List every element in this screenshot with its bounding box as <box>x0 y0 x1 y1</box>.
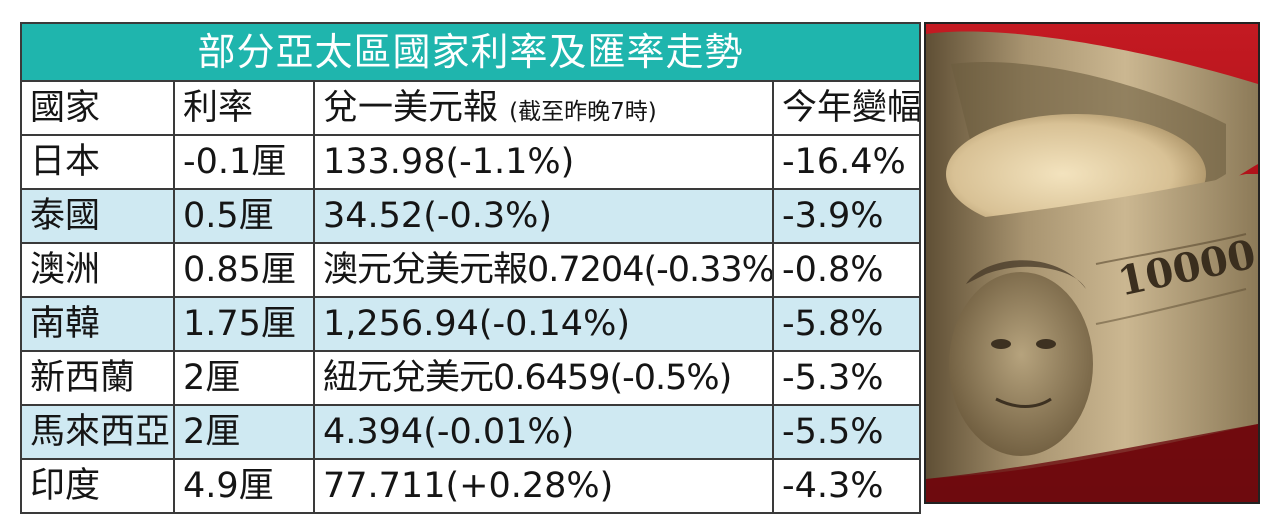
banknote-guilloche <box>1095 288 1247 325</box>
cell-country: 新西蘭 <box>20 350 175 406</box>
cell-country: 日本 <box>20 134 175 190</box>
cell-fx: 34.52(-0.3%) <box>313 188 774 244</box>
header-fx-label: 兌一美元報 <box>323 87 499 128</box>
table-header-row: 國家 利率 兌一美元報 (截至昨晚7時) 今年變幅 <box>20 80 922 136</box>
table-title-row: 部分亞太區國家利率及匯率走勢 <box>19 22 922 82</box>
table-row: 泰國 0.5厘 34.52(-0.3%) -3.9% <box>20 188 922 244</box>
cell-ytd: -5.8% <box>771 296 922 352</box>
cell-rate: 1.75厘 <box>173 296 315 352</box>
table-title: 部分亞太區國家利率及匯率走勢 <box>19 22 922 82</box>
cell-ytd: -5.5% <box>771 404 922 460</box>
cell-ytd: -0.8% <box>771 242 922 298</box>
cell-ytd: -5.3% <box>771 350 922 406</box>
cell-fx: 澳元兌美元報0.7204(-0.33%) <box>313 242 774 298</box>
cell-rate: -0.1厘 <box>173 134 315 190</box>
cell-ytd: -3.9% <box>771 188 922 244</box>
cell-country: 馬來西亞 <box>20 404 175 460</box>
portrait-hair <box>966 260 1086 289</box>
table-row: 南韓 1.75厘 1,256.94(-0.14%) -5.8% <box>20 296 922 352</box>
table-row: 新西蘭 2厘 紐元兌美元0.6459(-0.5%) -5.3% <box>20 350 922 406</box>
portrait-face <box>949 272 1093 456</box>
table-row: 澳洲 0.85厘 澳元兌美元報0.7204(-0.33%) -0.8% <box>20 242 922 298</box>
cell-fx: 77.711(+0.28%) <box>313 458 774 514</box>
table-row: 印度 4.9厘 77.711(+0.28%) -4.3% <box>20 458 922 514</box>
cell-country: 印度 <box>20 458 175 514</box>
cell-country: 泰國 <box>20 188 175 244</box>
yen-banknote-photo: 10000 <box>924 22 1260 504</box>
cell-rate: 2厘 <box>173 350 315 406</box>
bowl-rim-shadow <box>926 424 1258 502</box>
rates-table: 部分亞太區國家利率及匯率走勢 國家 利率 兌一美元報 (截至昨晚7時) 今年變幅… <box>19 22 922 514</box>
header-ytd: 今年變幅 <box>771 80 922 136</box>
header-fx: 兌一美元報 (截至昨晚7時) <box>313 80 774 136</box>
cell-fx: 133.98(-1.1%) <box>313 134 774 190</box>
cell-country: 南韓 <box>20 296 175 352</box>
portrait-eye-right <box>1036 339 1056 349</box>
portrait-eye-left <box>991 339 1011 349</box>
cell-ytd: -4.3% <box>771 458 922 514</box>
portrait-mouth <box>995 397 1052 408</box>
table-row: 日本 -0.1厘 133.98(-1.1%) -16.4% <box>20 134 922 190</box>
cell-ytd: -16.4% <box>771 134 922 190</box>
cell-rate: 2厘 <box>173 404 315 460</box>
cell-fx: 紐元兌美元0.6459(-0.5%) <box>313 350 774 406</box>
table-row: 馬來西亞 2厘 4.394(-0.01%) -5.5% <box>20 404 922 460</box>
cell-rate: 0.85厘 <box>173 242 315 298</box>
header-country: 國家 <box>20 80 175 136</box>
cell-rate: 4.9厘 <box>173 458 315 514</box>
banknote-illustration: 10000 <box>926 24 1258 502</box>
header-rate: 利率 <box>173 80 315 136</box>
cell-fx: 1,256.94(-0.14%) <box>313 296 774 352</box>
cell-rate: 0.5厘 <box>173 188 315 244</box>
banknote-guilloche <box>1095 233 1247 265</box>
header-fx-note: (截至昨晚7時) <box>509 98 657 125</box>
cell-country: 澳洲 <box>20 242 175 298</box>
cell-fx: 4.394(-0.01%) <box>313 404 774 460</box>
